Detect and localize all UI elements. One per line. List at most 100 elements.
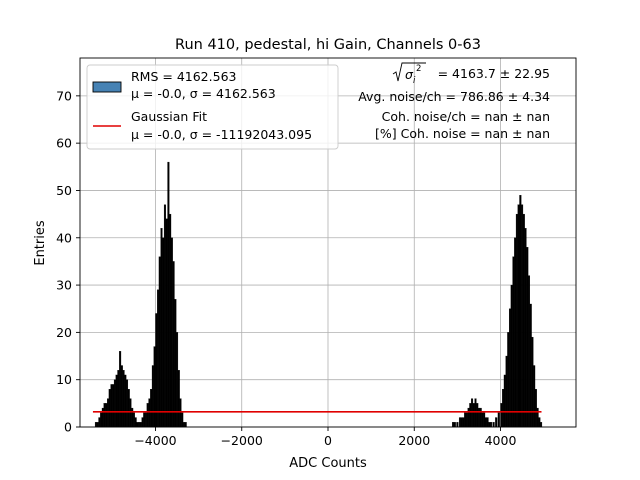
histogram-bar [120,365,123,428]
histogram-bar [527,275,531,428]
histogram-bar [162,237,165,428]
histogram-bar [160,228,163,428]
coh-noise-text: Coh. noise/ch = nan ± nan [382,109,550,124]
histogram-bar [158,256,161,428]
histogram-bar [165,218,168,428]
histogram-bar [184,422,187,428]
x-tick-label: −4000 [134,433,176,448]
svg-text:σ: σ [405,67,414,82]
histogram-bar [117,370,120,428]
histogram-bar [479,407,482,428]
legend-patch-rms [92,81,122,93]
histogram-bar [143,412,146,428]
stats-annotations: σ i 2 = 4163.7 ± 22.95 Avg. noise/ch = 7… [358,62,550,141]
histogram-bar [131,407,134,428]
legend-fit-label: Gaussian Fit [131,109,207,124]
histogram-bar [505,355,508,428]
histogram-bar [151,365,154,428]
histogram-bar [134,417,137,428]
histogram-bar [536,407,539,428]
x-axis-ticks: −4000 −2000 0 2000 4000 [134,427,516,448]
histogram-bar [514,237,517,428]
y-tick-label: 50 [56,183,72,198]
histogram-bar [517,204,520,428]
histogram-bar [452,422,455,428]
legend-fit-sublabel: μ = -0.0, σ = -11192043.095 [131,127,312,142]
histogram-bar [146,403,149,428]
histogram-bar [522,213,525,428]
histogram-bar [153,346,156,428]
histogram-bar [465,412,468,428]
histogram-bar [122,370,125,428]
histogram-bar [510,284,513,428]
histogram-bar [129,398,132,428]
histogram-bar [471,398,474,428]
x-tick-label: 0 [324,433,332,448]
coh-noise-pct-text: [%] Coh. noise = nan ± nan [375,126,550,141]
histogram-bar [150,389,153,428]
histogram-bar [167,161,170,428]
histogram-bar [100,412,103,428]
histogram-bar [96,422,99,428]
svg-text:i: i [413,76,416,86]
histogram-bar [179,398,182,428]
histogram-bar [170,237,173,428]
histogram-bar [124,374,127,428]
y-tick-label: 40 [56,230,72,245]
histogram-bar [503,374,506,428]
y-tick-label: 70 [56,88,72,103]
histogram-bar [163,204,166,428]
histogram-bar [132,412,135,428]
svg-text:2: 2 [416,64,421,74]
histogram-bar [484,417,487,428]
histogram-bar [148,398,151,428]
histogram-bar [125,379,129,428]
histogram-bar [515,213,518,428]
histogram-bar [174,299,177,428]
histogram-bar [127,389,130,428]
histogram-bar [119,351,122,428]
histogram-bar [502,389,505,428]
histogram-bar [115,374,118,428]
histogram-bar [157,289,160,428]
histogram-bar [519,195,522,428]
sigma-value: = 4163.7 ± 22.95 [438,66,550,81]
histogram-bar [113,379,116,428]
histogram-bar [531,336,534,428]
histogram-bar [138,422,141,428]
histogram-bar [472,403,475,428]
histogram-bar [534,389,537,428]
legend-rms-label: RMS = 4162.563 [131,69,236,84]
sqrt-icon [392,62,426,82]
histogram-bar [136,422,139,428]
x-axis-label: ADC Counts [289,456,367,471]
avg-noise-text: Avg. noise/ch = 786.86 ± 4.34 [358,89,550,104]
histogram-bar [529,303,532,428]
histogram-bar [483,412,486,428]
histogram-bar [169,213,172,428]
histogram-bar [521,204,524,428]
histogram-bar [462,417,465,428]
x-tick-label: −2000 [221,433,263,448]
legend-rms-sublabel: μ = -0.0, σ = 4162.563 [131,86,276,101]
histogram-bar [456,422,459,428]
chart-title: Run 410, pedestal, hi Gain, Channels 0-6… [175,37,481,53]
histogram-bar [464,412,467,428]
histogram-bar [177,370,180,428]
histogram-bar [469,403,472,428]
histogram-bar [488,422,491,428]
histogram-bar [98,417,101,428]
y-tick-label: 20 [56,325,72,340]
histogram-bar [495,417,498,428]
histogram-bar [110,384,113,428]
legend: RMS = 4162.563 μ = -0.0, σ = 4162.563 Ga… [86,64,339,150]
histogram-bar [486,417,489,428]
histogram-bar [144,412,148,428]
histogram-bar [182,422,185,428]
histogram-bar [139,422,142,428]
y-axis-ticks: 0 10 20 30 40 50 60 70 [56,88,80,435]
histogram-bar [107,398,110,428]
histogram-bar [172,261,175,428]
histogram-bar [141,417,144,428]
